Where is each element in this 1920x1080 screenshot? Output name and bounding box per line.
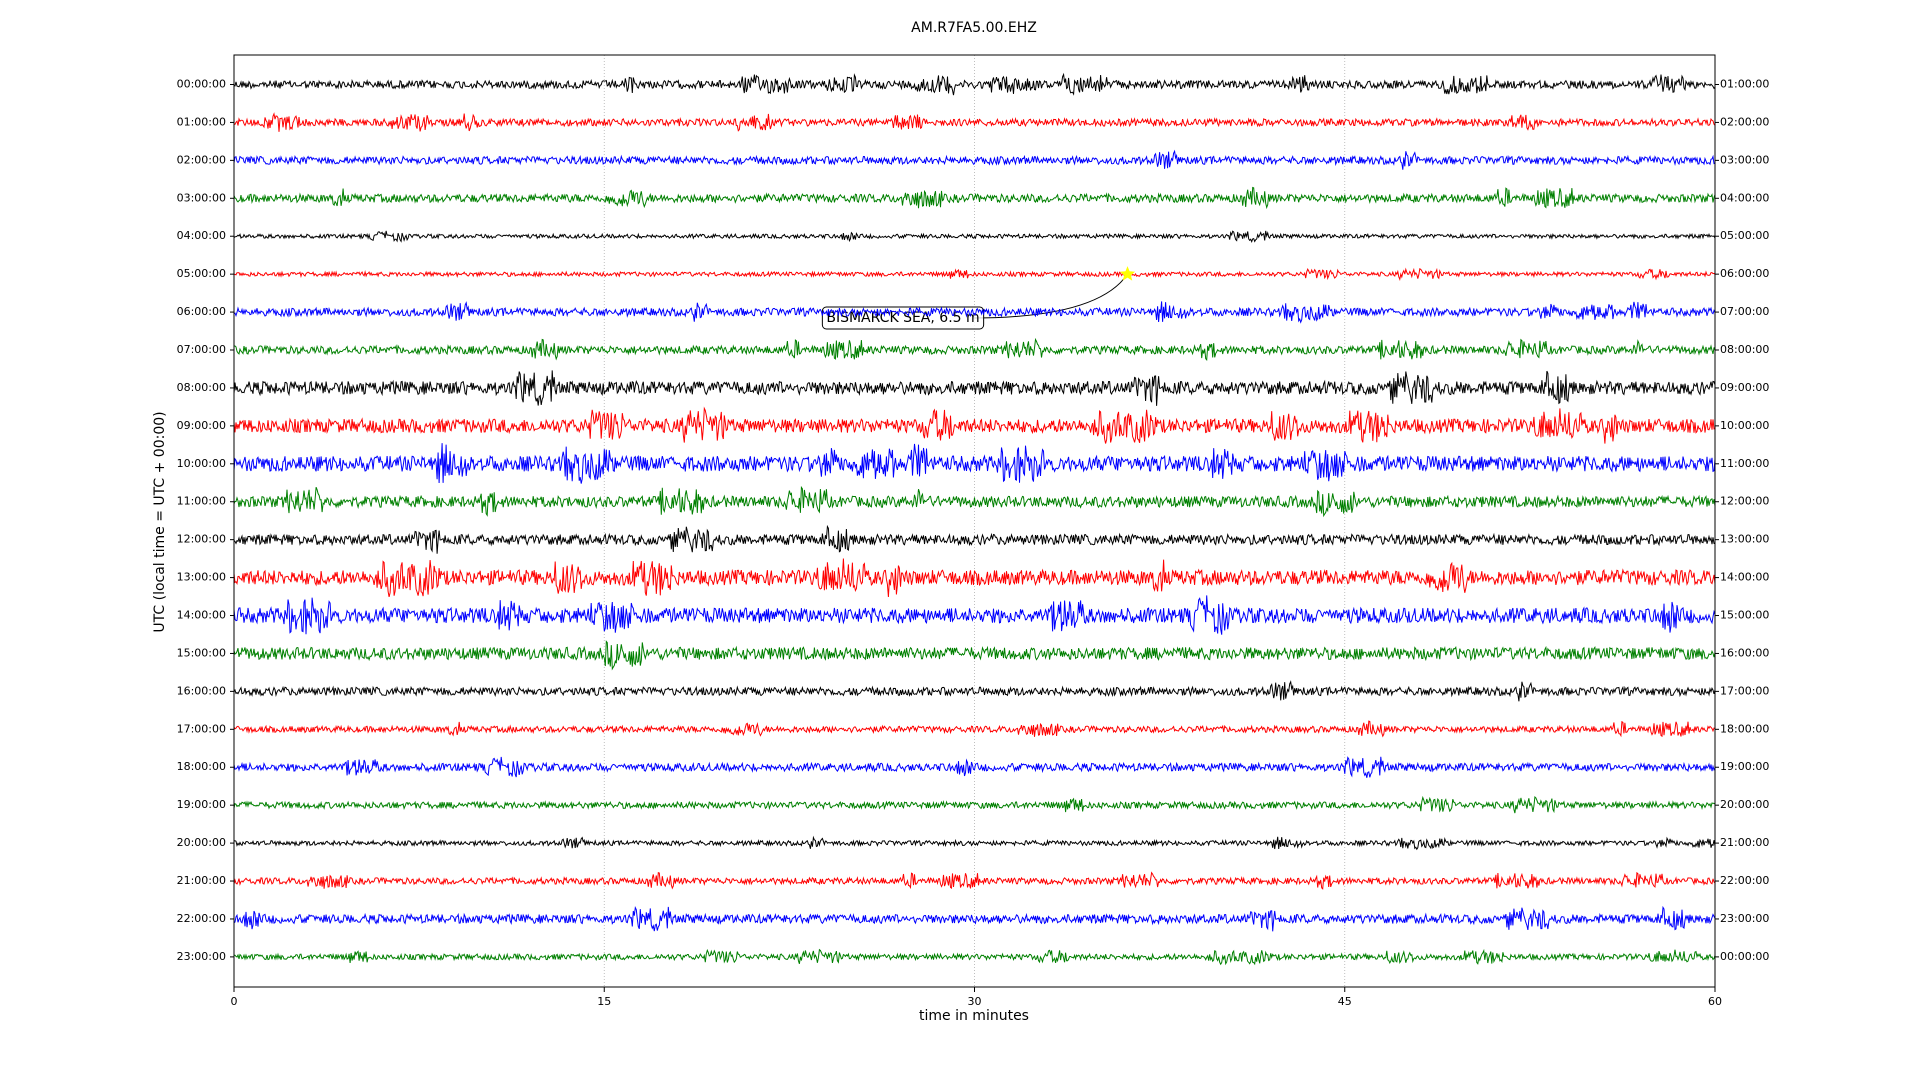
row-label-right: 01:00:00 [1720, 78, 1769, 91]
waveform [233, 370, 1716, 406]
row-label-left: 13:00:00 [177, 571, 226, 584]
row-label-right: 23:00:00 [1720, 912, 1769, 925]
row-label-left: 14:00:00 [177, 609, 226, 622]
y-axis-label: UTC (local time = UTC + 00:00) [152, 411, 168, 632]
row-label-right: 20:00:00 [1720, 798, 1769, 811]
row-label-right: 18:00:00 [1720, 722, 1769, 735]
x-tick-label: 0 [231, 995, 238, 1008]
waveform [233, 301, 1716, 324]
waveform [233, 756, 1716, 778]
axes-frame [233, 54, 1716, 988]
row-label-left: 07:00:00 [177, 343, 226, 356]
plot-area: 0 15 30 45 60 00:00:00 01:00:00 01:00:00 02:00:0… [177, 55, 1769, 1008]
event-marker [1119, 266, 1136, 281]
row-label-left: 16:00:00 [177, 684, 226, 697]
x-tick-label: 30 [968, 995, 982, 1008]
waveform [233, 149, 1716, 170]
row-label-right: 08:00:00 [1720, 343, 1769, 356]
waveform [233, 640, 1716, 671]
x-axis-label: time in minutes [919, 1008, 1029, 1024]
row-label-left: 02:00:00 [177, 153, 226, 166]
row-label-left: 03:00:00 [177, 191, 226, 204]
annotation-arrow [972, 273, 1128, 319]
waveform [233, 720, 1716, 738]
x-tick-label: 60 [1708, 995, 1722, 1008]
waveform [233, 485, 1716, 518]
row-label-left: 08:00:00 [177, 381, 226, 394]
row-label-left: 19:00:00 [177, 798, 226, 811]
row-label-left: 10:00:00 [177, 457, 226, 470]
row-label-left: 21:00:00 [177, 874, 226, 887]
waveform [233, 595, 1716, 635]
waveform [234, 948, 1716, 966]
waveform [233, 905, 1716, 932]
x-tick-label: 45 [1338, 995, 1352, 1008]
row-label-right: 19:00:00 [1720, 760, 1769, 773]
row-label-right: 14:00:00 [1720, 571, 1769, 584]
row-label-right: 00:00:00 [1720, 950, 1769, 963]
row-label-left: 09:00:00 [177, 419, 226, 432]
row-label-right: 05:00:00 [1720, 229, 1769, 242]
chart-title: AM.R7FA5.00.EHZ [911, 20, 1037, 36]
row-label-right: 06:00:00 [1720, 267, 1769, 280]
row-label-right: 04:00:00 [1720, 191, 1769, 204]
row-label-left: 04:00:00 [177, 229, 226, 242]
row-label-right: 11:00:00 [1720, 457, 1769, 470]
x-tick-label: 15 [597, 995, 611, 1008]
row-label-right: 17:00:00 [1720, 684, 1769, 697]
row-label-right: 15:00:00 [1720, 609, 1769, 622]
waveform [233, 871, 1716, 890]
waveform [233, 72, 1716, 96]
waveform [233, 524, 1716, 554]
row-label-left: 11:00:00 [177, 495, 226, 508]
waveform [233, 835, 1716, 851]
waveform [233, 558, 1716, 598]
row-label-left: 18:00:00 [177, 760, 226, 773]
row-label-left: 12:00:00 [177, 533, 226, 546]
waveform [233, 795, 1716, 814]
row-label-left: 22:00:00 [177, 912, 226, 925]
row-label-right: 02:00:00 [1720, 115, 1769, 128]
row-label-left: 00:00:00 [177, 78, 226, 91]
annotation-label: BISMARCK SEA, 6.5 m [826, 310, 979, 326]
waveform [233, 680, 1716, 702]
row-label-left: 17:00:00 [177, 722, 226, 735]
row-label-left: 15:00:00 [177, 646, 226, 659]
row-label-right: 16:00:00 [1720, 646, 1769, 659]
waveform [233, 112, 1716, 132]
row-label-left: 06:00:00 [177, 305, 226, 318]
row-label-right: 13:00:00 [1720, 533, 1769, 546]
row-label-right: 10:00:00 [1720, 419, 1769, 432]
row-label-left: 01:00:00 [177, 115, 226, 128]
row-label-right: 07:00:00 [1720, 305, 1769, 318]
waveform [233, 186, 1716, 210]
waveform [233, 406, 1716, 444]
row-label-right: 12:00:00 [1720, 495, 1769, 508]
waveform [233, 443, 1716, 484]
row-label-left: 05:00:00 [177, 267, 226, 280]
waveform [233, 230, 1716, 243]
row-label-left: 23:00:00 [177, 950, 226, 963]
waveform [234, 337, 1716, 361]
waveform [233, 267, 1716, 282]
row-label-right: 21:00:00 [1720, 836, 1769, 849]
row-label-right: 03:00:00 [1720, 153, 1769, 166]
row-label-right: 22:00:00 [1720, 874, 1769, 887]
row-label-left: 20:00:00 [177, 836, 226, 849]
row-label-right: 09:00:00 [1720, 381, 1769, 394]
